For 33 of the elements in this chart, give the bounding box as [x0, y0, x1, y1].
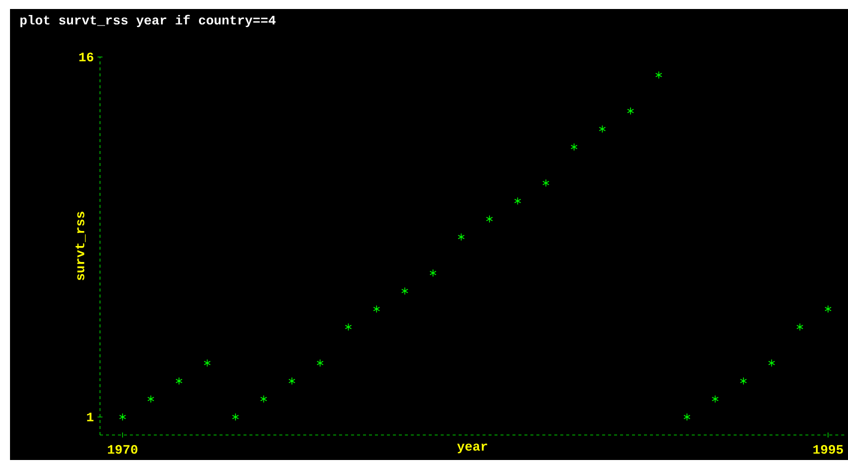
point — [542, 179, 550, 187]
point — [288, 377, 296, 385]
point — [514, 197, 522, 205]
point — [712, 395, 719, 403]
point — [316, 359, 324, 367]
x-axis-title: year — [457, 444, 488, 454]
y-tick-label: 16 — [79, 52, 94, 62]
x-tick-label: 1995 — [813, 444, 843, 454]
point — [768, 359, 776, 367]
point — [176, 377, 182, 385]
chart-title: plot survt_rss year if country==4 — [20, 14, 276, 28]
point — [824, 305, 832, 313]
point — [344, 323, 352, 331]
point — [430, 269, 436, 277]
point — [204, 359, 211, 367]
point — [401, 287, 408, 295]
point — [373, 305, 380, 313]
point — [458, 233, 465, 241]
point — [260, 395, 268, 403]
point — [486, 215, 493, 223]
y-axis-title: survt_rss — [76, 212, 86, 280]
point — [570, 143, 578, 151]
point — [147, 395, 154, 403]
point — [232, 413, 239, 421]
x-tick-label: 1970 — [108, 444, 138, 454]
point — [119, 413, 126, 421]
point — [598, 125, 606, 133]
y-tick-label: 1 — [87, 412, 94, 422]
point — [655, 71, 662, 79]
point — [740, 377, 747, 385]
point — [627, 107, 634, 115]
point — [684, 413, 690, 421]
point — [796, 323, 804, 331]
